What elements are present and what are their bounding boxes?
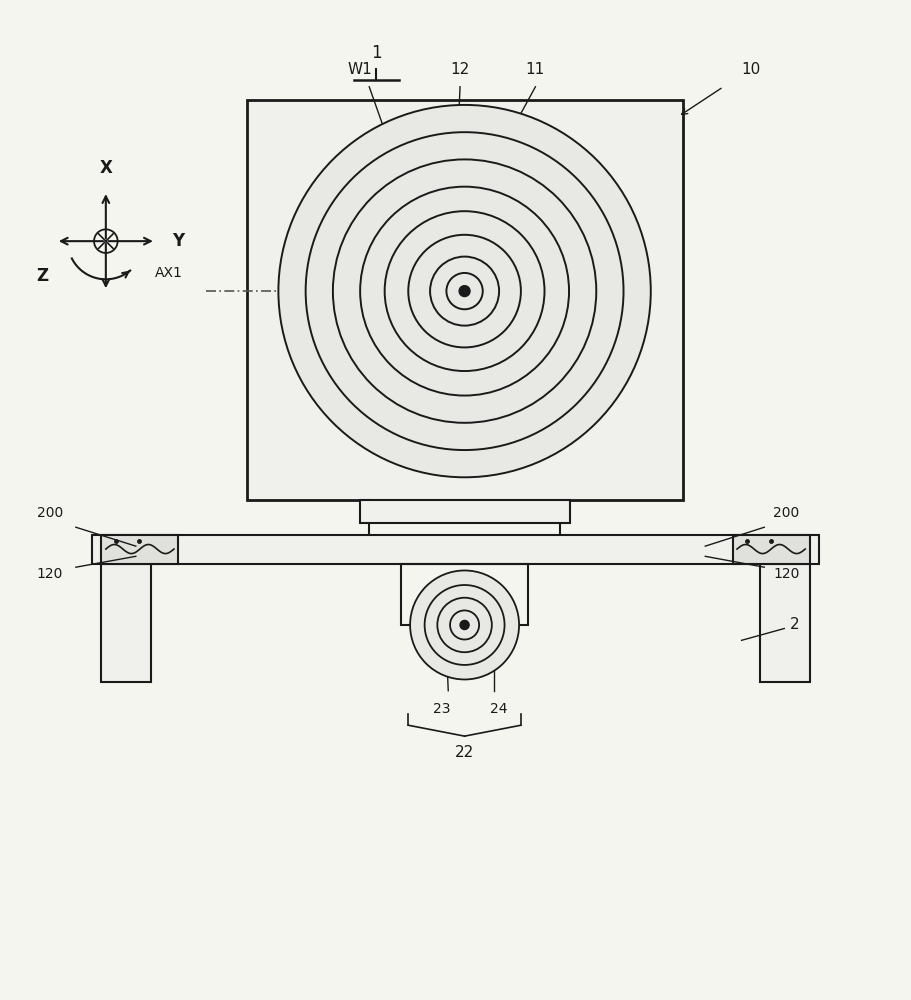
FancyBboxPatch shape bbox=[92, 535, 819, 564]
FancyBboxPatch shape bbox=[101, 535, 179, 564]
FancyBboxPatch shape bbox=[760, 564, 810, 682]
Text: 200: 200 bbox=[773, 506, 800, 520]
FancyBboxPatch shape bbox=[101, 564, 151, 682]
Text: 11: 11 bbox=[526, 62, 545, 77]
Text: 120: 120 bbox=[773, 567, 800, 581]
Text: Y: Y bbox=[172, 232, 184, 250]
Text: Z: Z bbox=[36, 267, 48, 285]
Text: 10: 10 bbox=[741, 62, 761, 77]
FancyBboxPatch shape bbox=[360, 500, 569, 523]
Text: 1: 1 bbox=[371, 44, 382, 62]
Circle shape bbox=[459, 286, 470, 297]
Circle shape bbox=[279, 105, 650, 477]
Text: 22: 22 bbox=[455, 745, 475, 760]
Text: 24: 24 bbox=[490, 702, 507, 716]
Text: 12: 12 bbox=[450, 62, 470, 77]
Text: 120: 120 bbox=[36, 567, 63, 581]
Text: X: X bbox=[99, 159, 112, 177]
Circle shape bbox=[410, 570, 519, 679]
Text: 200: 200 bbox=[37, 506, 63, 520]
Text: W1: W1 bbox=[348, 62, 373, 77]
Text: 2: 2 bbox=[790, 617, 799, 632]
Text: 23: 23 bbox=[433, 702, 451, 716]
FancyBboxPatch shape bbox=[247, 100, 682, 500]
FancyBboxPatch shape bbox=[732, 535, 810, 564]
Circle shape bbox=[460, 620, 469, 630]
Text: AX1: AX1 bbox=[155, 266, 183, 280]
